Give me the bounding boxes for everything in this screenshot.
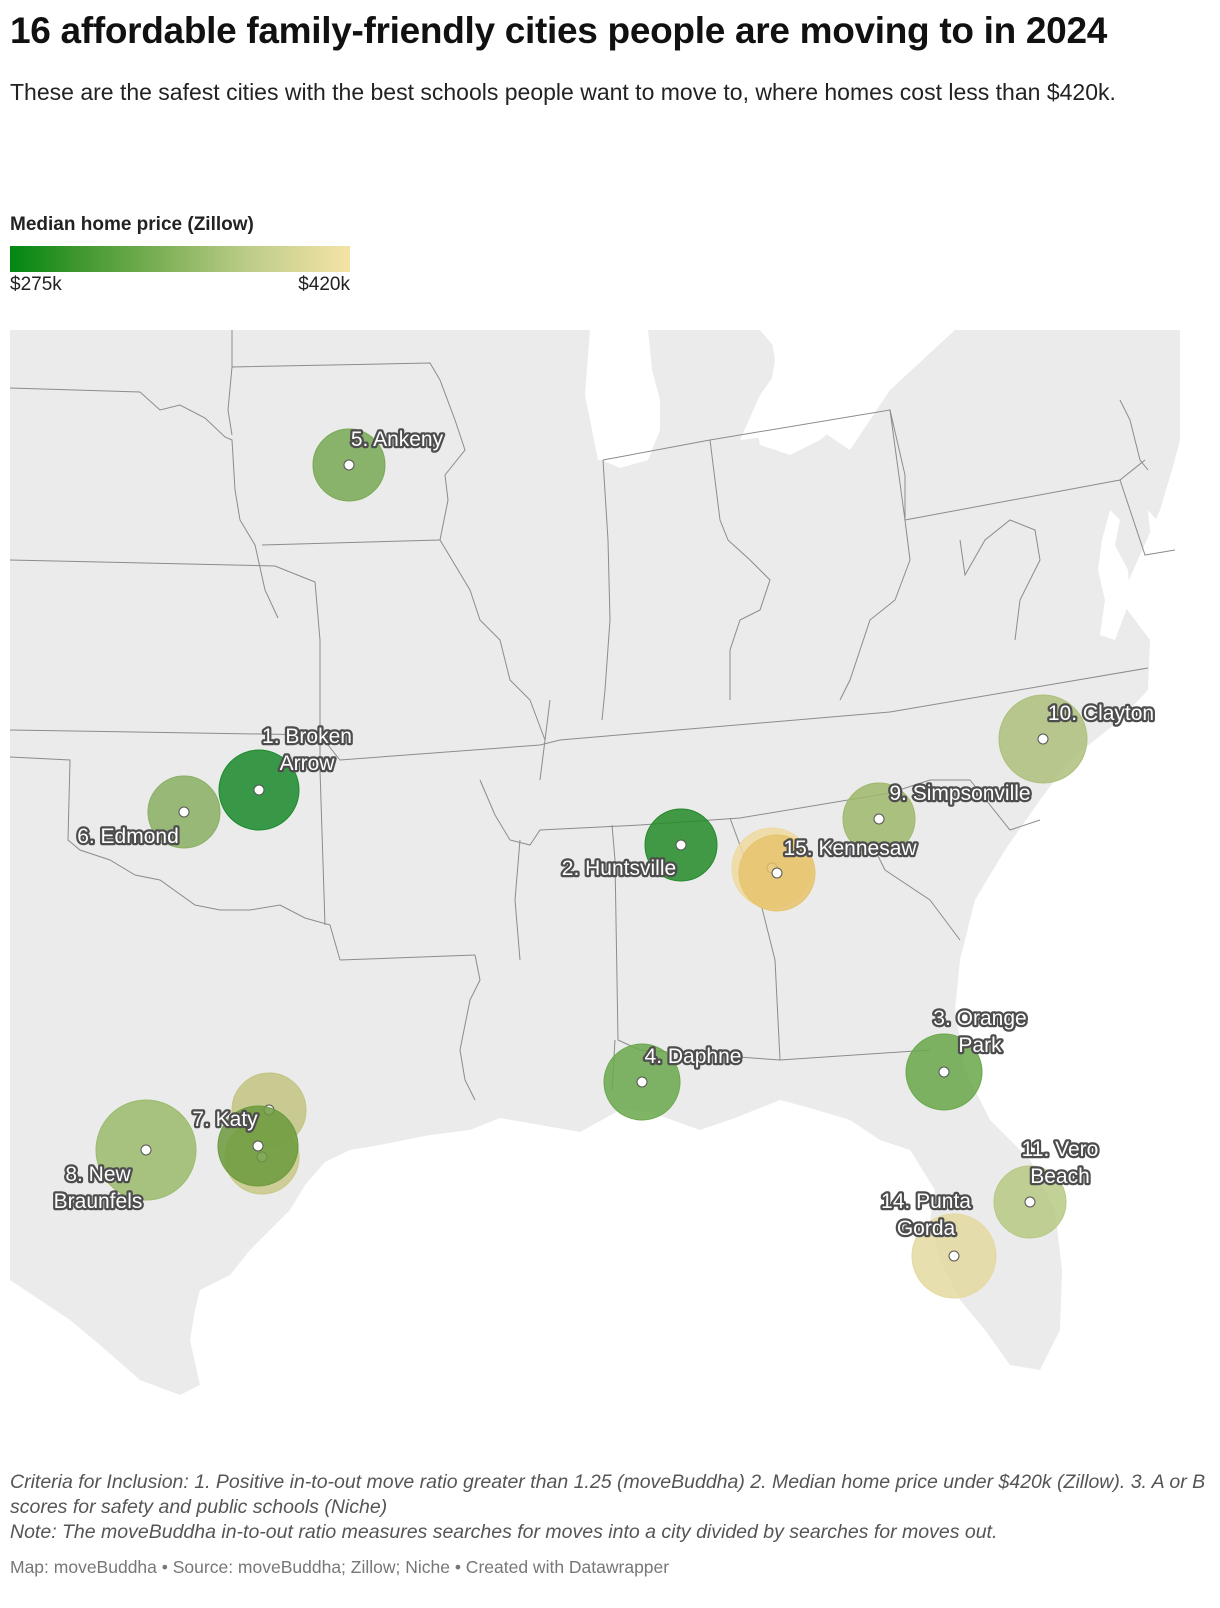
city-label: 9. Simpsonville	[889, 782, 1030, 805]
legend-ticks: $275k $420k	[10, 274, 350, 296]
city-dot	[343, 459, 355, 471]
city-label: 5. Ankeny	[351, 428, 444, 451]
map[interactable]: 1. Broken Arrow 2. Huntsville 3. Orange Park…	[0, 320, 1220, 1430]
ratio-note: Note: The moveBuddha in-to-out ratio mea…	[10, 1521, 998, 1543]
delaware-bay	[1148, 510, 1172, 550]
legend-max-label: $420k	[298, 274, 350, 295]
city-dot	[1037, 733, 1049, 745]
city-marker[interactable]	[218, 749, 300, 831]
city-marker[interactable]	[95, 1099, 197, 1201]
city-dot	[140, 1144, 152, 1156]
city-dot	[253, 784, 265, 796]
city-dot	[252, 1140, 264, 1152]
city-label: 2. Huntsville	[562, 857, 676, 880]
city-label: 15. Kennesaw	[783, 837, 917, 860]
legend-gradient-bar	[10, 246, 350, 272]
chart-footer: Criteria for Inclusion: 1. Positive in-t…	[10, 1470, 1210, 1578]
city-marker[interactable]	[603, 1043, 681, 1121]
city-markers[interactable]	[95, 428, 1088, 1299]
city-label: 1. Broken Arrow	[262, 725, 352, 775]
city-marker[interactable]	[842, 782, 916, 856]
city-label: 3. Orange Park	[933, 1007, 1026, 1057]
city-labels: 1. Broken Arrow 2. Huntsville 3. Orange Park…	[51, 426, 1156, 1243]
city-label: 11. Vero Beach	[1022, 1138, 1099, 1188]
city-dot	[1024, 1196, 1036, 1208]
city-label: 8. New Braunfels	[54, 1163, 143, 1213]
source-byline: Map: moveBuddha • Source: moveBuddha; Zi…	[10, 1557, 670, 1577]
city-marker[interactable]	[905, 1033, 983, 1111]
criteria-note: Criteria for Inclusion: 1. Positive in-t…	[10, 1471, 1206, 1518]
city-marker[interactable]	[738, 834, 816, 912]
city-dot	[636, 1076, 648, 1088]
legend-title: Median home price (Zillow)	[10, 214, 254, 235]
chart-header: 16 affordable family-friendly cities peo…	[10, 8, 1210, 108]
city-label: 4. Daphne	[645, 1045, 742, 1068]
color-legend: Median home price (Zillow) $275k $420k	[10, 214, 350, 296]
city-label: 10. Clayton	[1048, 702, 1154, 725]
city-marker[interactable]	[217, 1105, 299, 1187]
city-marker[interactable]	[644, 808, 718, 882]
city-dot	[938, 1066, 950, 1078]
basemap	[10, 330, 1180, 1395]
city-dot	[873, 813, 885, 825]
city-label: 6. Edmond	[77, 825, 179, 848]
chart-title: 16 affordable family-friendly cities peo…	[10, 10, 1108, 51]
state-borders	[9, 330, 1176, 1101]
lake-erie	[755, 330, 905, 455]
city-dot	[675, 839, 687, 851]
city-marker[interactable]	[147, 775, 221, 849]
city-marker[interactable]	[312, 428, 386, 502]
city-label: 14. Punta Gorda	[881, 1190, 971, 1240]
land	[10, 330, 1180, 1395]
city-dot	[178, 806, 190, 818]
city-label: 7. Katy	[192, 1108, 258, 1131]
legend-min-label: $275k	[10, 274, 62, 295]
city-marker[interactable]	[911, 1213, 997, 1299]
city-dot	[771, 867, 783, 879]
lake-michigan	[590, 330, 660, 468]
chesapeake-bay	[1098, 510, 1130, 640]
city-marker[interactable]	[993, 1165, 1067, 1239]
city-dot	[948, 1250, 960, 1262]
city-marker[interactable]	[998, 694, 1088, 784]
chart-subtitle: These are the safest cities with the bes…	[10, 79, 1116, 105]
